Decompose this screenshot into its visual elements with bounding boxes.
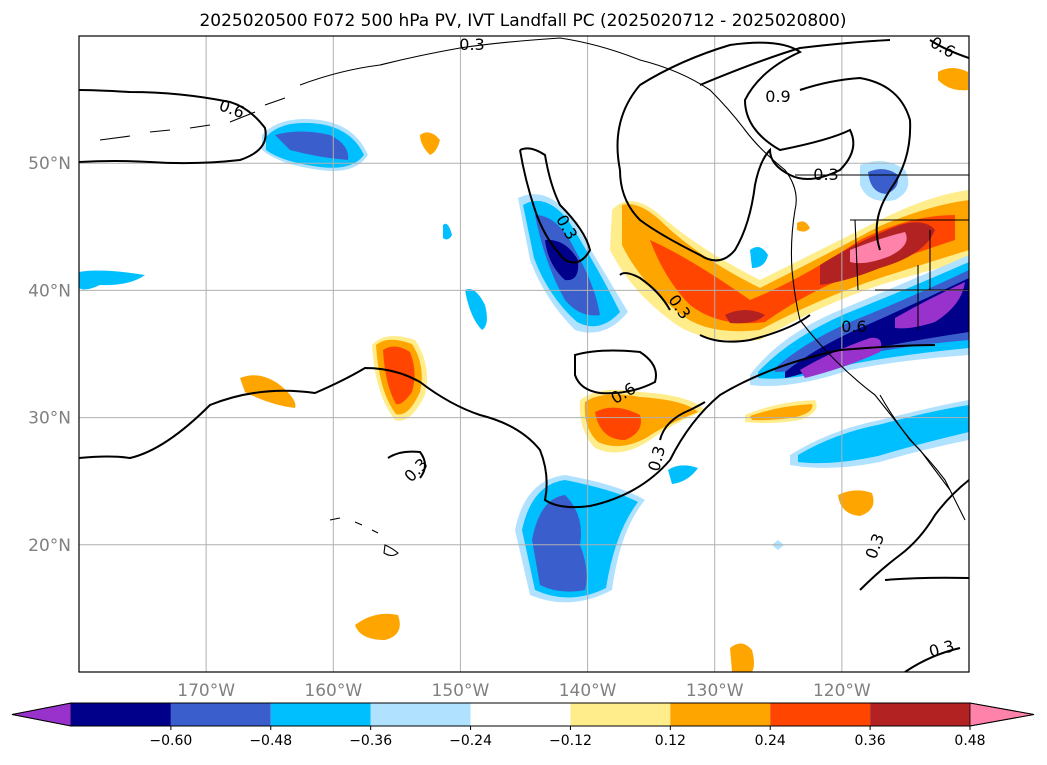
positive-anomaly-patch (383, 346, 415, 405)
negative-anomaly-patch (750, 246, 768, 268)
colorbar-segment (870, 703, 970, 726)
latitude-tick-label: 20°N (28, 536, 71, 556)
north-america-west-coast (790, 209, 966, 521)
colorbar-tick-label: 0.36 (855, 733, 886, 749)
colorbar-tick-label: 0.48 (954, 733, 985, 749)
positive-anomaly-patch (730, 643, 754, 672)
colorbar-segment (170, 703, 271, 726)
hawaiian-islands (329, 517, 399, 557)
aleutian-islands (99, 97, 286, 141)
negative-anomaly-patch (668, 465, 698, 484)
pv-contour-line (79, 89, 267, 165)
colorbar-segment (370, 703, 471, 726)
colorbar-segment (570, 703, 671, 726)
alaska-coastline (299, 37, 797, 211)
latitude-tick-labels: 20°N 30°N 40°N 50°N (28, 154, 71, 556)
pv-contour-line (387, 450, 426, 479)
pv-contour-line (699, 39, 912, 251)
pv-contour-line (929, 39, 969, 59)
state-borders (850, 219, 969, 330)
lat-lon-gridlines (79, 36, 969, 672)
colorbar-extend-low (11, 702, 72, 727)
longitude-tick-label: 140°W (559, 681, 617, 701)
contour-label: 0.3 (459, 35, 484, 54)
map-frame (78, 35, 970, 673)
contour-label: 0.9 (765, 87, 790, 106)
pv-contour-line (616, 41, 855, 262)
negative-anomaly-patch (79, 270, 145, 290)
latitude-tick-label: 30°N (28, 409, 71, 429)
colorbar-tick-label: −0.12 (549, 733, 592, 749)
positive-anomaly-plume (725, 310, 765, 324)
pv-contour-line (659, 401, 706, 441)
latitude-tick-label: 40°N (28, 281, 71, 301)
negative-anomaly-blob (532, 495, 587, 592)
pv-contour-line (79, 344, 936, 509)
positive-anomaly-patch (750, 404, 813, 421)
colorbar-extend-high (969, 702, 1035, 727)
pv-contour-line (519, 147, 592, 264)
colorbar-tick-label: −0.48 (249, 733, 292, 749)
pv-contour-line (574, 349, 657, 395)
longitude-tick-label: 170°W (177, 681, 235, 701)
colorbar-outline (11, 702, 1035, 727)
contour-label: 0.6 (841, 317, 866, 336)
colorbar-segment (670, 703, 771, 726)
baja-peninsula (879, 394, 951, 491)
pv-contours (79, 39, 969, 672)
colorbar-tick-label: −0.36 (349, 733, 392, 749)
positive-anomaly-patch (838, 490, 874, 516)
positive-anomaly-patch (797, 221, 810, 232)
pv-contour-line (859, 479, 969, 672)
coastlines (99, 37, 969, 557)
figure-title: 2025020500 F072 500 hPa PV, IVT Landfall… (199, 11, 846, 31)
longitude-tick-labels: 170°W 160°W 150°W 140°W 130°W 120°W (177, 681, 871, 701)
negative-anomaly-patch (798, 405, 969, 464)
colorbar-segment (470, 703, 571, 726)
negative-anomaly-patch (443, 223, 452, 240)
negative-anomaly-band (895, 282, 965, 329)
negative-anomaly-blob (275, 131, 349, 160)
longitude-tick-label: 150°W (432, 681, 490, 701)
positive-anomaly-patch (938, 68, 968, 91)
colorbar: −0.60 −0.48 −0.36 −0.24 −0.12 0.12 0.24 0.36 0.4… (11, 702, 1035, 749)
map-area: 0.3 0.6 0.9 0.3 0.3 0.6 0.3 0.6 0.3 0.3 … (78, 35, 970, 673)
positive-anomaly-patch (355, 613, 400, 640)
pv-contour-line (619, 272, 811, 343)
positive-anomaly-patch (420, 132, 440, 155)
colorbar-segment (770, 703, 871, 726)
colorbar-tick-label: 0.24 (755, 733, 786, 749)
longitude-tick-label: 130°W (686, 681, 744, 701)
colorbar-tick-label: −0.24 (449, 733, 492, 749)
longitude-tick-label: 120°W (813, 681, 871, 701)
longitude-tick-label: 160°W (304, 681, 362, 701)
positive-anomaly-patch (595, 407, 641, 440)
colorbar-tick-label: 0.12 (655, 733, 686, 749)
latitude-tick-label: 50°N (28, 154, 71, 174)
colorbar-segment (270, 703, 371, 726)
contour-label: 0.3 (813, 165, 838, 184)
negative-anomaly-blob (545, 239, 579, 281)
colorbar-segment (71, 703, 171, 726)
negative-anomaly-patch (465, 289, 487, 330)
colorbar-tick-label: −0.60 (149, 733, 192, 749)
